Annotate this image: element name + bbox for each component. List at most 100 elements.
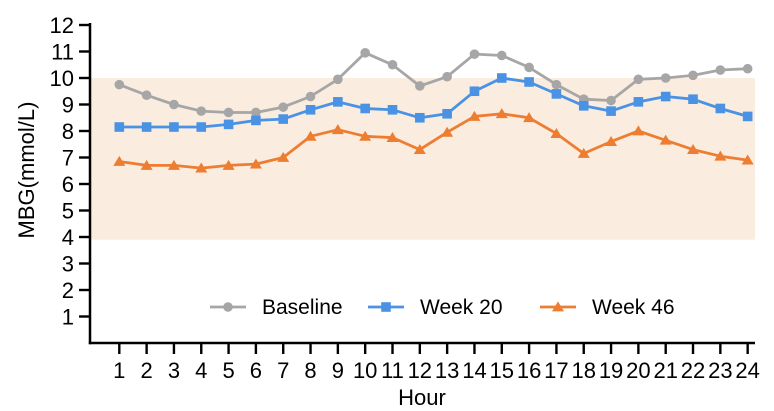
legend-entry-week-46: Week 46 [540, 296, 675, 319]
data-point [551, 89, 562, 99]
data-point [741, 154, 754, 165]
x-tick-label: 4 [195, 358, 207, 383]
data-point [415, 112, 425, 123]
data-point [305, 105, 316, 115]
data-point [141, 90, 152, 101]
x-tick-label: 18 [571, 358, 595, 383]
data-point [606, 95, 616, 106]
data-point [113, 155, 126, 166]
data-point [305, 91, 316, 102]
x-tick-label: 21 [653, 358, 677, 383]
data-point [633, 97, 644, 107]
x-tick-label: 22 [681, 358, 705, 383]
target-range-rect [91, 78, 755, 240]
x-tick-label: 19 [599, 358, 623, 383]
legend-label: Week 46 [592, 296, 675, 319]
x-tick-label: 5 [222, 358, 234, 383]
data-point [469, 86, 480, 97]
legend-entry-week-20: Week 20 [368, 296, 503, 319]
data-point [605, 136, 618, 146]
legend-entry-baseline: Baseline [210, 296, 343, 319]
data-point [386, 132, 399, 143]
y-tick-label: 6 [62, 172, 74, 197]
data-point [196, 122, 207, 132]
legend: Baseline Week 20 Week 46 [210, 296, 675, 319]
x-tick-label: 20 [626, 358, 650, 383]
y-tick-label: 8 [62, 119, 74, 144]
data-point [277, 151, 290, 162]
data-point [687, 143, 700, 154]
data-point [441, 126, 454, 137]
y-tick-label: 7 [62, 146, 74, 171]
data-point [496, 50, 507, 61]
data-point [222, 159, 235, 170]
data-point [524, 77, 534, 87]
series-week-46-line [119, 112, 748, 170]
data-point [659, 134, 672, 145]
legend-marker-circle [223, 302, 233, 312]
data-point [223, 119, 234, 130]
y-tick-label: 10 [50, 66, 74, 91]
y-tick-label: 11 [51, 40, 74, 65]
x-tick-label: 1 [113, 358, 125, 383]
data-point [387, 105, 398, 115]
data-point [331, 124, 344, 135]
data-point [333, 74, 343, 85]
legend-marker-triangle [552, 301, 564, 312]
x-tick-label: 10 [353, 358, 377, 383]
data-point [360, 48, 370, 58]
data-point [495, 108, 508, 119]
data-point [169, 99, 179, 110]
x-tick-label: 7 [277, 358, 289, 383]
data-point [413, 143, 426, 154]
target-range-band [91, 78, 755, 240]
data-point [577, 147, 590, 158]
series-week-46 [113, 108, 754, 173]
data-point [114, 122, 125, 132]
data-series [113, 48, 754, 173]
x-axis-title: Hour [398, 385, 446, 410]
y-axis-title: MBG(mmol/L) [14, 102, 39, 239]
x-tick-label: 2 [140, 358, 152, 383]
data-point [660, 73, 671, 83]
data-point [223, 107, 234, 118]
data-point [140, 159, 153, 170]
x-tick-label: 14 [462, 358, 486, 383]
x-tick-label: 23 [708, 358, 732, 383]
series-week-20 [114, 73, 753, 132]
y-tick-label: 9 [62, 93, 74, 118]
data-point [496, 73, 507, 83]
data-point [523, 112, 536, 123]
legend-label: Baseline [262, 296, 343, 319]
data-point [278, 102, 289, 112]
y-tick-label: 5 [62, 199, 74, 224]
data-point [660, 91, 671, 102]
data-point [387, 59, 398, 70]
x-tick-label: 12 [408, 358, 432, 383]
data-point [278, 114, 289, 124]
data-point [715, 103, 726, 114]
data-point [360, 103, 370, 114]
y-tick-label: 1 [62, 305, 74, 330]
x-tick-label: 6 [250, 358, 262, 383]
data-point [251, 107, 261, 118]
data-point [606, 106, 616, 116]
series-baseline [114, 48, 753, 118]
legend-label: Week 20 [420, 296, 503, 319]
data-point [714, 150, 727, 161]
data-point [632, 125, 645, 136]
data-point [442, 108, 452, 119]
data-point [442, 71, 452, 82]
y-tick-label: 3 [62, 252, 74, 277]
y-tick-label: 2 [62, 278, 74, 303]
data-point [141, 122, 152, 132]
x-tick-label: 8 [304, 358, 316, 383]
data-point [742, 63, 753, 74]
data-point [468, 110, 481, 121]
data-point [469, 49, 480, 59]
x-tick-label: 3 [168, 358, 180, 383]
data-point [167, 159, 180, 170]
